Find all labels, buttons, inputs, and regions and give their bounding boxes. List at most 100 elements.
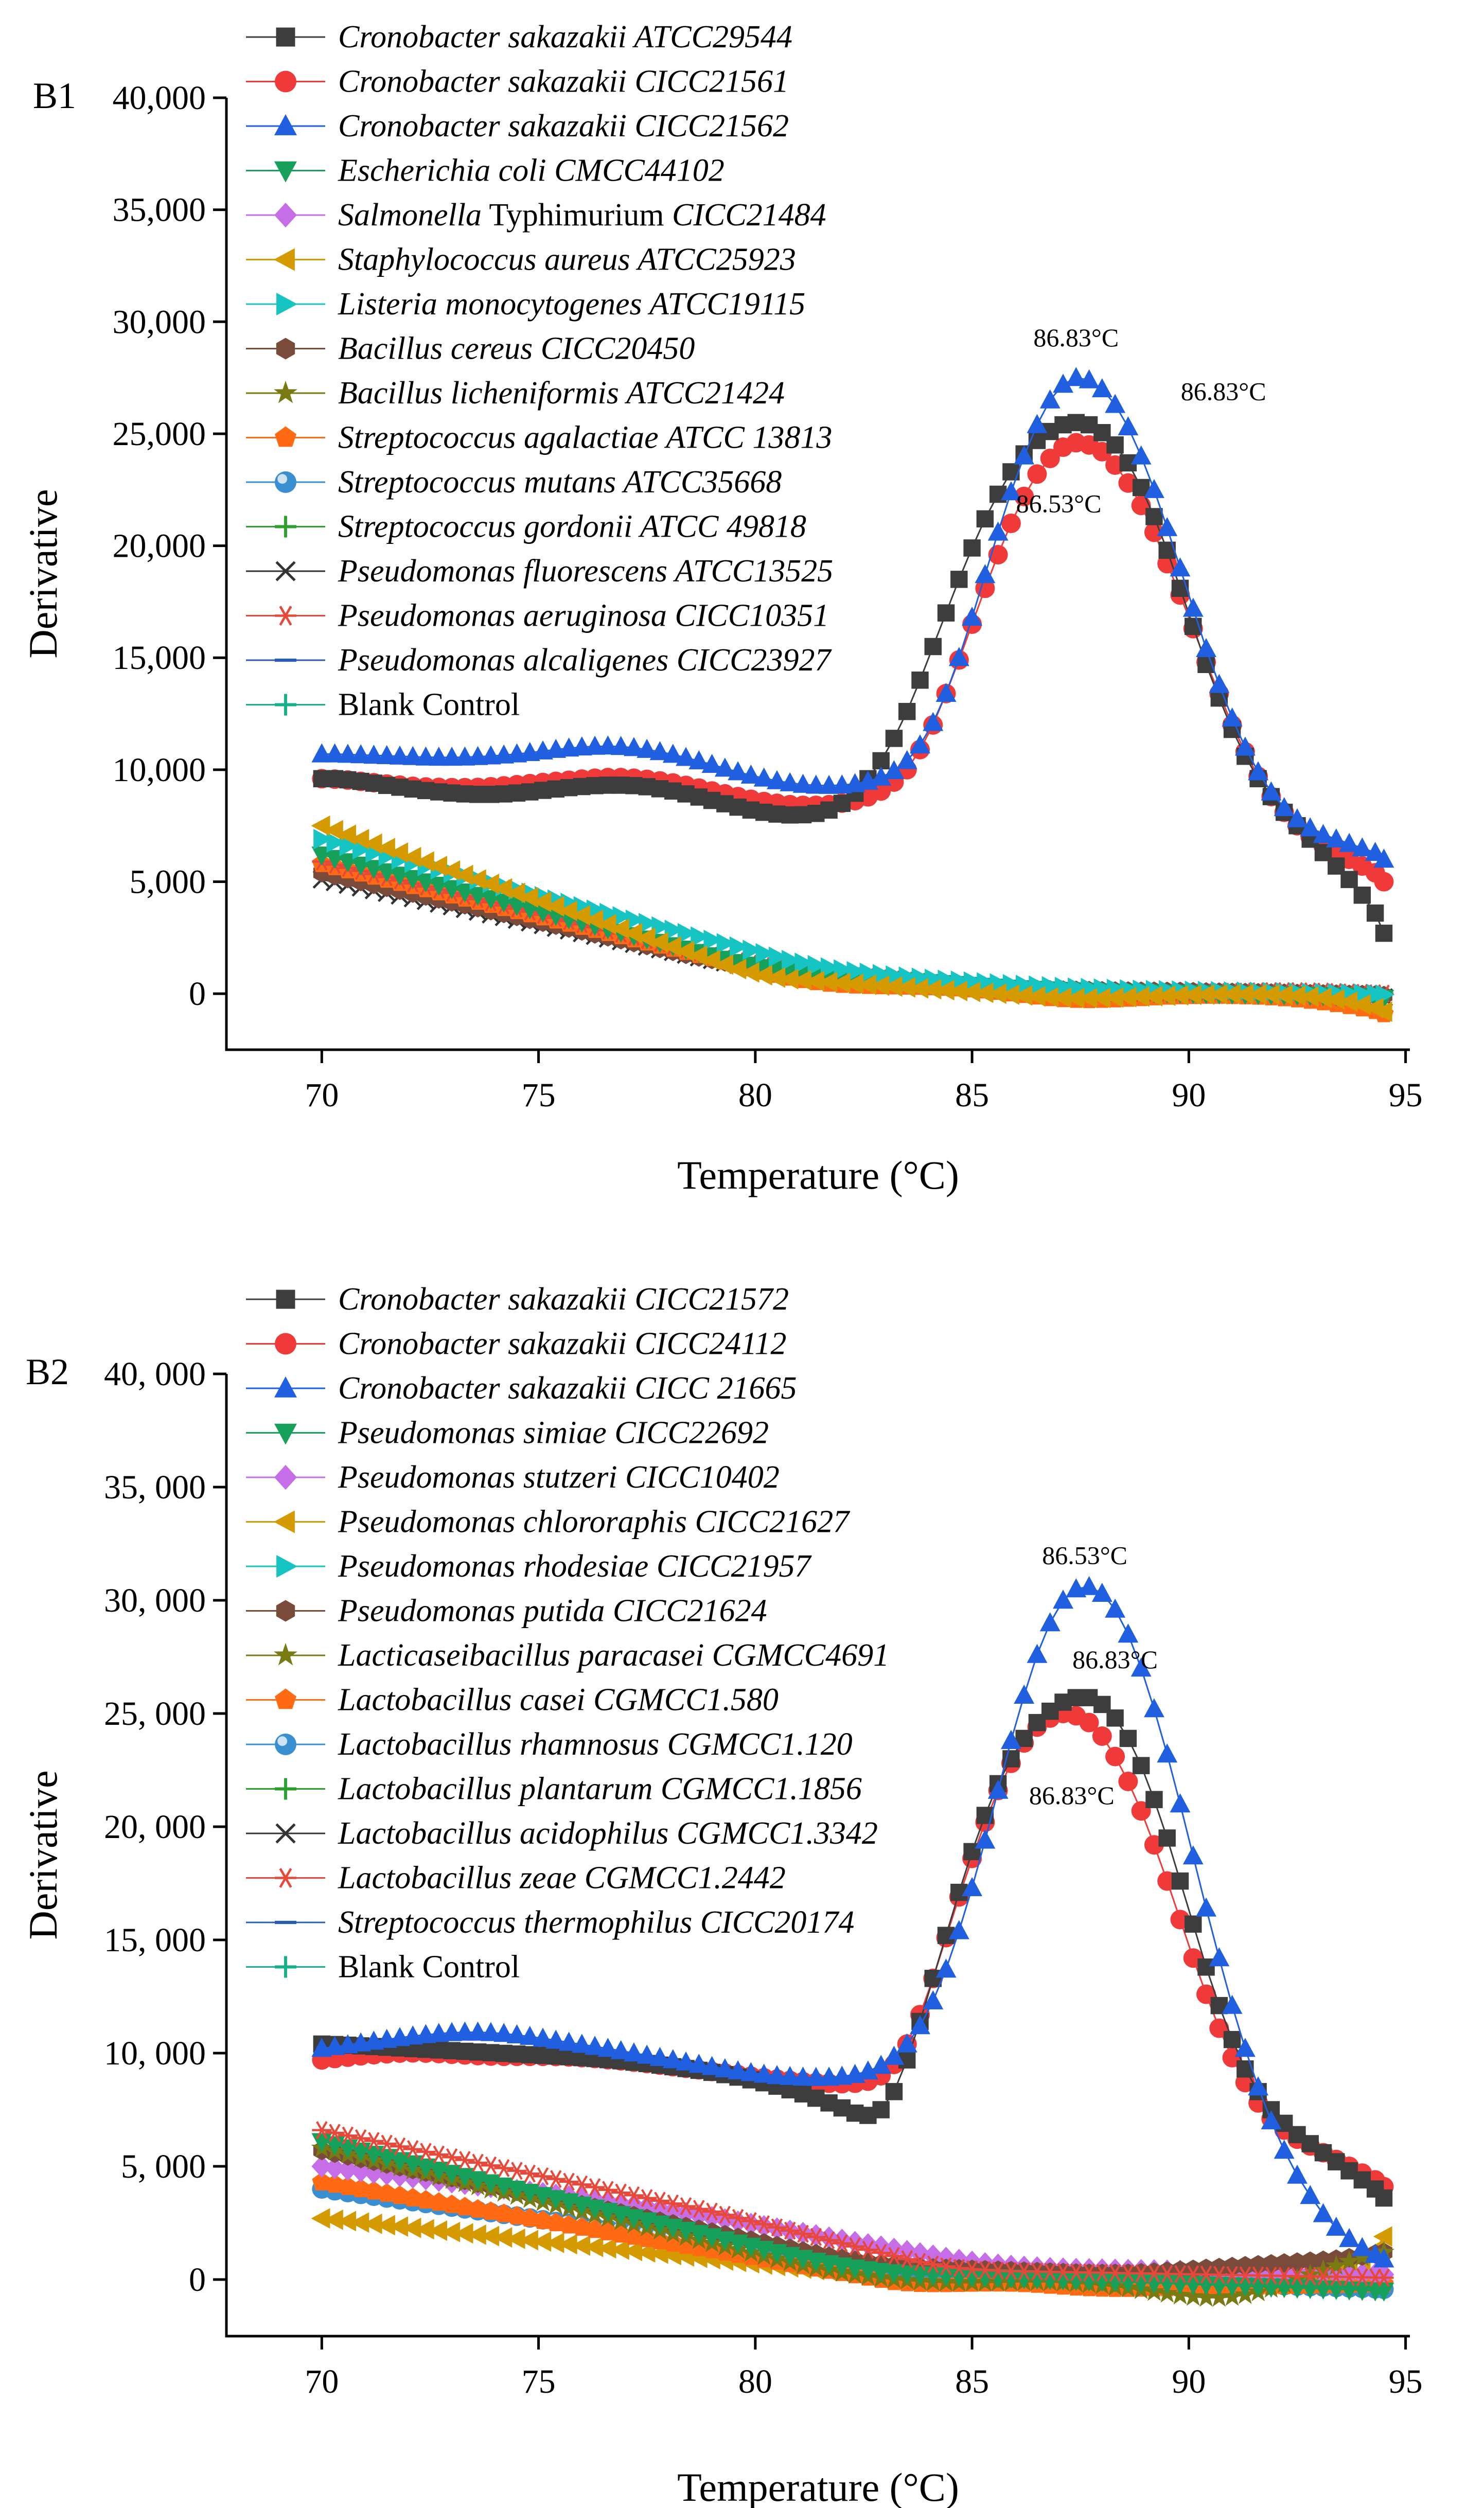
data-point [624, 2186, 644, 2204]
data-point [1286, 2268, 1308, 2289]
legend-marker [276, 338, 295, 360]
data-point [728, 2060, 749, 2079]
data-point [1104, 987, 1124, 1008]
data-point [1130, 986, 1150, 1007]
data-point [1236, 2060, 1254, 2078]
data-point [1144, 1698, 1164, 1718]
data-point [324, 2209, 343, 2230]
data-point [1374, 2268, 1394, 2287]
data-point [416, 2143, 436, 2161]
data-point [506, 2024, 527, 2043]
data-point [910, 2015, 930, 2035]
data-point [1210, 2257, 1228, 2277]
data-point [1027, 414, 1048, 433]
legend-label: Listeria monocytogenes ATCC19115 [338, 287, 805, 322]
data-point [364, 2132, 384, 2150]
data-point [1091, 1582, 1112, 1602]
data-point [990, 973, 1009, 994]
legend-marker [275, 1333, 296, 1355]
legend-label: Lacticaseibacillus paracasei CGMCC4691 [338, 1638, 889, 1673]
legend-label: Pseudomonas simiae CICC22692 [338, 1416, 769, 1451]
series-cronobacter-sakazakii-cicc-21665 [311, 1576, 1394, 2268]
data-point [805, 2067, 826, 2086]
data-point [896, 977, 915, 998]
panel-b1: 0 5,000 10,000 15,000 20,000 25,000 30,000 35,0… [21, 20, 1423, 1197]
legend-label: Pseudomonas aeruginosa CICC10351 [338, 598, 829, 633]
legend-label: Cronobacter sakazakii CICC21561 [338, 64, 789, 99]
data-point [1013, 985, 1033, 1006]
data-point [363, 745, 384, 764]
data-point [820, 957, 840, 978]
data-point [715, 2205, 735, 2224]
data-point [1105, 1746, 1125, 1767]
data-point [1093, 978, 1113, 999]
data-point [1130, 1657, 1152, 1677]
data-point [1143, 986, 1163, 1006]
legend-label: Streptococcus agalactiae ATCC 13813 [338, 420, 832, 455]
data-point [376, 2215, 395, 2236]
data-point [1248, 761, 1269, 781]
data-point [1002, 974, 1022, 995]
data-point [935, 980, 955, 1001]
data-point [779, 968, 799, 990]
data-point [872, 752, 890, 770]
legend-item: Streptococcus agalactiae ATCC 13813 [246, 420, 832, 455]
data-point [571, 2235, 590, 2256]
data-point [1312, 2259, 1334, 2280]
data-point [610, 736, 631, 755]
data-point [976, 510, 994, 528]
data-point [389, 842, 409, 863]
legend-item: Streptococcus gordonii ATCC 49818 [246, 509, 806, 544]
peak-annotation: 86.53°C [1016, 489, 1102, 518]
data-point [1234, 736, 1256, 756]
y-tick-label: 5,000 [130, 863, 206, 901]
data-point [649, 2046, 670, 2066]
data-point [599, 903, 619, 924]
legend-label: Escherichia coli CMCC44102 [338, 153, 725, 188]
data-point [1373, 849, 1394, 868]
data-point [844, 974, 863, 994]
legend-label: Lactobacillus rhamnosus CGMCC1.120 [338, 1727, 853, 1762]
data-point [898, 966, 918, 987]
data-point [806, 2228, 826, 2246]
legend-item: Lactobacillus plantarum CGMCC1.1856 [246, 1772, 862, 1807]
legend-marker [276, 1555, 298, 1578]
data-point [1234, 984, 1253, 1004]
data-point [832, 2234, 852, 2253]
data-point [923, 1990, 944, 2009]
data-point [1375, 2189, 1393, 2207]
y-tick-label: 30,000 [113, 303, 206, 341]
peak-annotation: 86.83°C [1181, 377, 1266, 406]
x-axis-title: Temperature (°C) [677, 2465, 959, 2508]
data-point [688, 2054, 710, 2073]
x-tick-label: 80 [738, 1076, 772, 1114]
data-point [805, 774, 826, 794]
data-point [1039, 1612, 1061, 1632]
legend-item: Pseudomonas simiae CICC22692 [246, 1416, 769, 1451]
legend-item: Bacillus licheniformis ATCC21424 [246, 376, 785, 411]
data-point [415, 746, 436, 766]
data-point [350, 2212, 369, 2233]
data-point [844, 2231, 865, 2254]
legend-marker [276, 293, 298, 315]
data-point [794, 952, 814, 974]
legend-item: Pseudomonas putida CICC21624 [246, 1594, 767, 1629]
legend-item: Streptococcus mutans ATCC35668 [246, 465, 782, 500]
legend-marker [274, 202, 297, 228]
data-point [429, 2145, 449, 2164]
legend-item: Pseudomonas fluorescens ATCC13525 [246, 554, 833, 589]
legend-item: Cronobacter sakazakii CICC24112 [246, 1327, 786, 1362]
legend-label: Staphylococcus aureus ATCC25923 [338, 242, 796, 277]
legend-label: Pseudomonas stutzeri CICC10402 [338, 1460, 780, 1495]
y-tick-label: 35,000 [113, 191, 206, 229]
data-point [1029, 975, 1048, 996]
legend-label: Salmonella Typhimurium CICC21484 [338, 198, 826, 233]
data-point [572, 2175, 592, 2194]
legend-marker [273, 248, 295, 271]
y-tick-label: 40,000 [113, 79, 206, 117]
data-point [911, 967, 931, 988]
data-point [1119, 1729, 1137, 1747]
data-point [441, 2221, 461, 2242]
data-point [1301, 2251, 1319, 2271]
data-point [612, 906, 632, 927]
